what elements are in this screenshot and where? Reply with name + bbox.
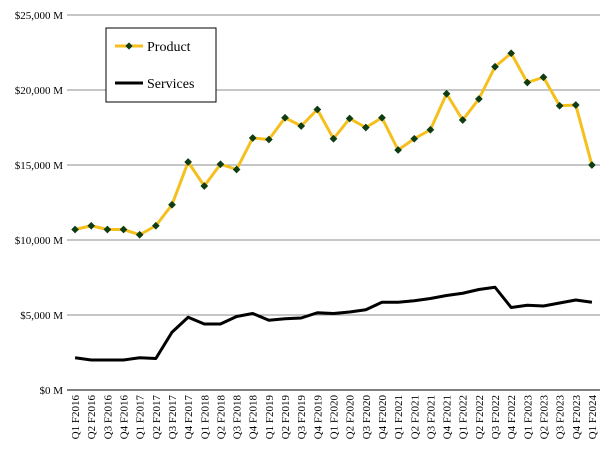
x-tick-label: Q4 F2017	[183, 395, 195, 440]
data-point	[361, 123, 370, 132]
x-tick-label: Q2 F2021	[409, 395, 421, 439]
x-tick-label: Q3 F2019	[296, 395, 308, 440]
x-tick-label: Q1 F2018	[199, 395, 211, 440]
data-point	[151, 221, 160, 230]
data-point	[248, 134, 257, 142]
data-point	[313, 105, 322, 114]
x-tick-label: Q3 F2023	[555, 395, 567, 440]
x-tick-label: Q3 F2017	[167, 395, 179, 440]
data-point	[329, 134, 338, 143]
data-point	[87, 221, 96, 230]
data-point	[232, 165, 241, 174]
legend-label-product: Product	[147, 40, 191, 55]
x-tick-label: Q2 F2023	[538, 395, 550, 440]
data-point	[571, 101, 580, 109]
data-point	[555, 101, 564, 110]
data-point	[491, 62, 499, 71]
x-tick-label: Q1 F2016	[70, 395, 82, 440]
x-tick-label: Q3 F2020	[361, 395, 373, 440]
legend-label-services: Services	[147, 77, 194, 92]
data-point	[523, 78, 532, 87]
x-tick-label: Q4 F2022	[506, 395, 518, 439]
y-tick-label: $0 M	[39, 385, 63, 397]
x-tick-label: Q2 F2017	[151, 395, 163, 440]
data-point	[345, 114, 354, 123]
data-point	[378, 113, 386, 122]
data-point	[297, 122, 306, 130]
x-tick-label: Q3 F2018	[232, 395, 244, 440]
x-tick-label: Q1 F2019	[264, 395, 276, 440]
data-point	[103, 225, 112, 234]
data-point	[507, 49, 516, 58]
x-tick-label: Q4 F2023	[571, 395, 583, 440]
y-axis: $0 M $5,000 M $10,000 M $15,000 M $20,000 M $…	[15, 10, 64, 397]
data-point	[394, 146, 403, 154]
x-tick-label: Q3 F2016	[102, 395, 114, 440]
data-point	[184, 158, 193, 166]
x-tick-label: Q1 F2024	[587, 395, 599, 440]
data-point	[442, 89, 451, 98]
x-tick-label: Q4 F2016	[119, 395, 131, 440]
data-point	[410, 134, 419, 143]
x-tick-label: Q2 F2019	[280, 395, 292, 440]
data-point	[71, 225, 80, 234]
x-tick-label: Q2 F2016	[86, 395, 98, 440]
data-point	[216, 160, 225, 169]
y-tick-label: $5,000 M	[20, 310, 63, 322]
data-point	[474, 95, 483, 103]
y-tick-label: $20,000 M	[15, 85, 64, 97]
y-tick-label: $25,000 M	[15, 10, 64, 22]
x-tick-label: Q1 F2021	[393, 395, 405, 439]
data-point	[119, 225, 128, 234]
data-point	[168, 200, 176, 209]
data-point	[281, 113, 289, 122]
data-point	[264, 135, 273, 144]
x-tick-label: Q1 F2022	[458, 395, 470, 439]
x-tick-label: Q2 F2018	[215, 395, 227, 440]
data-point	[458, 116, 467, 124]
x-tick-label: Q1 F2023	[522, 395, 534, 440]
data-point	[200, 182, 209, 190]
x-axis: Q1 F2016 Q2 F2016 Q3 F2016 Q4 F2016 Q1 F2017…	[70, 395, 599, 440]
series-line-services	[74, 285, 593, 362]
y-tick-label: $10,000 M	[15, 235, 64, 247]
x-tick-label: Q3 F2021	[425, 395, 437, 439]
plot-area	[71, 49, 596, 362]
x-tick-label: Q1 F2020	[329, 395, 341, 440]
y-tick-label: $15,000 M	[15, 160, 64, 172]
data-point	[587, 161, 596, 169]
data-point	[426, 125, 435, 134]
legend-marker-product	[125, 42, 133, 50]
x-tick-label: Q2 F2022	[474, 395, 486, 439]
x-tick-label: Q1 F2017	[135, 395, 147, 440]
x-tick-label: Q4 F2018	[248, 395, 260, 440]
legend-box	[105, 27, 217, 103]
x-tick-label: Q2 F2020	[345, 395, 357, 440]
legend: Product Services	[105, 27, 217, 103]
data-point	[135, 230, 144, 239]
x-tick-label: Q4 F2021	[442, 395, 454, 439]
data-point	[539, 73, 548, 82]
x-tick-label: Q3 F2022	[490, 395, 502, 439]
x-tick-label: Q4 F2019	[312, 395, 324, 440]
x-tick-label: Q4 F2020	[377, 395, 389, 440]
